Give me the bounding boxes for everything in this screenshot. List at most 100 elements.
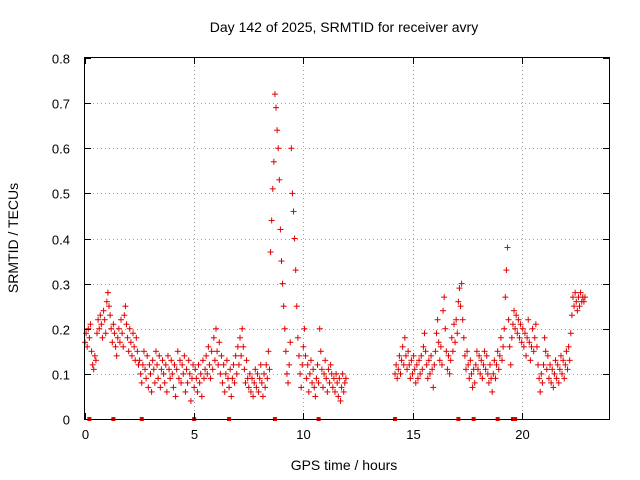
data-point <box>87 321 94 328</box>
data-point <box>241 366 248 373</box>
data-point <box>251 379 258 386</box>
data-point <box>267 249 274 256</box>
data-point <box>519 325 526 332</box>
data-point <box>107 312 114 319</box>
data-point <box>549 366 556 373</box>
data-point <box>435 339 442 346</box>
data-point <box>517 321 524 328</box>
data-point <box>98 321 105 328</box>
data-point <box>506 343 513 350</box>
data-point <box>528 343 535 350</box>
data-point <box>515 316 522 323</box>
data-point <box>527 357 534 364</box>
data-point <box>503 267 510 274</box>
data-point <box>133 334 140 341</box>
data-point <box>113 352 120 359</box>
data-point <box>477 370 484 377</box>
data-point <box>203 352 210 359</box>
data-point <box>327 361 334 368</box>
data-point <box>227 366 234 373</box>
data-point <box>168 357 175 364</box>
data-point <box>404 366 411 373</box>
data-point <box>313 375 320 382</box>
data-point <box>535 361 542 368</box>
data-point <box>563 348 570 355</box>
data-point <box>162 361 169 368</box>
data-point <box>473 348 480 355</box>
data-point <box>341 379 348 386</box>
data-point <box>175 375 182 382</box>
data-point <box>95 316 102 323</box>
data-point <box>453 316 460 323</box>
data-point <box>580 298 587 305</box>
data-point <box>265 348 272 355</box>
data-point <box>330 375 337 382</box>
data-point <box>397 370 404 377</box>
data-point <box>109 339 116 346</box>
data-point <box>292 267 299 274</box>
data-point <box>277 226 284 233</box>
data-point <box>172 393 179 400</box>
data-point <box>321 370 328 377</box>
y-tick-label: 0.2 <box>52 323 70 338</box>
data-point <box>436 357 443 364</box>
data-point <box>581 294 588 301</box>
data-point <box>173 366 180 373</box>
data-point <box>487 361 494 368</box>
data-point <box>307 357 314 364</box>
plot-frame <box>84 57 610 420</box>
data-point <box>569 294 576 301</box>
data-point <box>566 357 573 364</box>
data-point <box>476 352 483 359</box>
data-point <box>409 370 416 377</box>
data-point <box>275 145 282 152</box>
data-point <box>434 316 441 323</box>
data-point <box>411 366 418 373</box>
data-point <box>478 357 485 364</box>
data-point <box>431 361 438 368</box>
data-point <box>131 343 138 350</box>
data-point <box>204 370 211 377</box>
data-point <box>108 325 115 332</box>
data-point <box>139 361 146 368</box>
data-point <box>266 366 273 373</box>
data-point <box>90 366 97 373</box>
data-point <box>295 352 302 359</box>
data-point <box>156 352 163 359</box>
data-point <box>128 352 135 359</box>
data-point <box>230 361 237 368</box>
data-point <box>205 343 212 350</box>
data-point <box>485 379 492 386</box>
data-point <box>261 370 268 377</box>
data-point <box>94 330 101 337</box>
data-point <box>243 357 250 364</box>
data-point <box>309 379 316 386</box>
data-point <box>553 375 560 382</box>
data-point <box>468 370 475 377</box>
data-point <box>339 370 346 377</box>
data-point <box>263 361 270 368</box>
data-point <box>122 303 129 310</box>
data-point <box>472 361 479 368</box>
data-point <box>145 384 152 391</box>
data-point <box>419 366 426 373</box>
data-point <box>469 384 476 391</box>
data-point <box>447 357 454 364</box>
data-point <box>429 366 436 373</box>
data-point <box>542 348 549 355</box>
data-point <box>245 384 252 391</box>
data-point <box>501 325 508 332</box>
data-point <box>258 379 265 386</box>
data-point <box>183 366 190 373</box>
x-tick-labels: 0 5 10 15 20 <box>82 427 530 442</box>
data-point <box>199 357 206 364</box>
data-point <box>484 370 491 377</box>
data-point <box>138 379 145 386</box>
data-points <box>82 91 588 404</box>
data-point <box>333 370 340 377</box>
y-tick-label: 0.7 <box>52 97 70 112</box>
data-point <box>504 244 511 251</box>
data-point <box>229 375 236 382</box>
data-point <box>268 217 275 224</box>
data-point <box>423 361 430 368</box>
